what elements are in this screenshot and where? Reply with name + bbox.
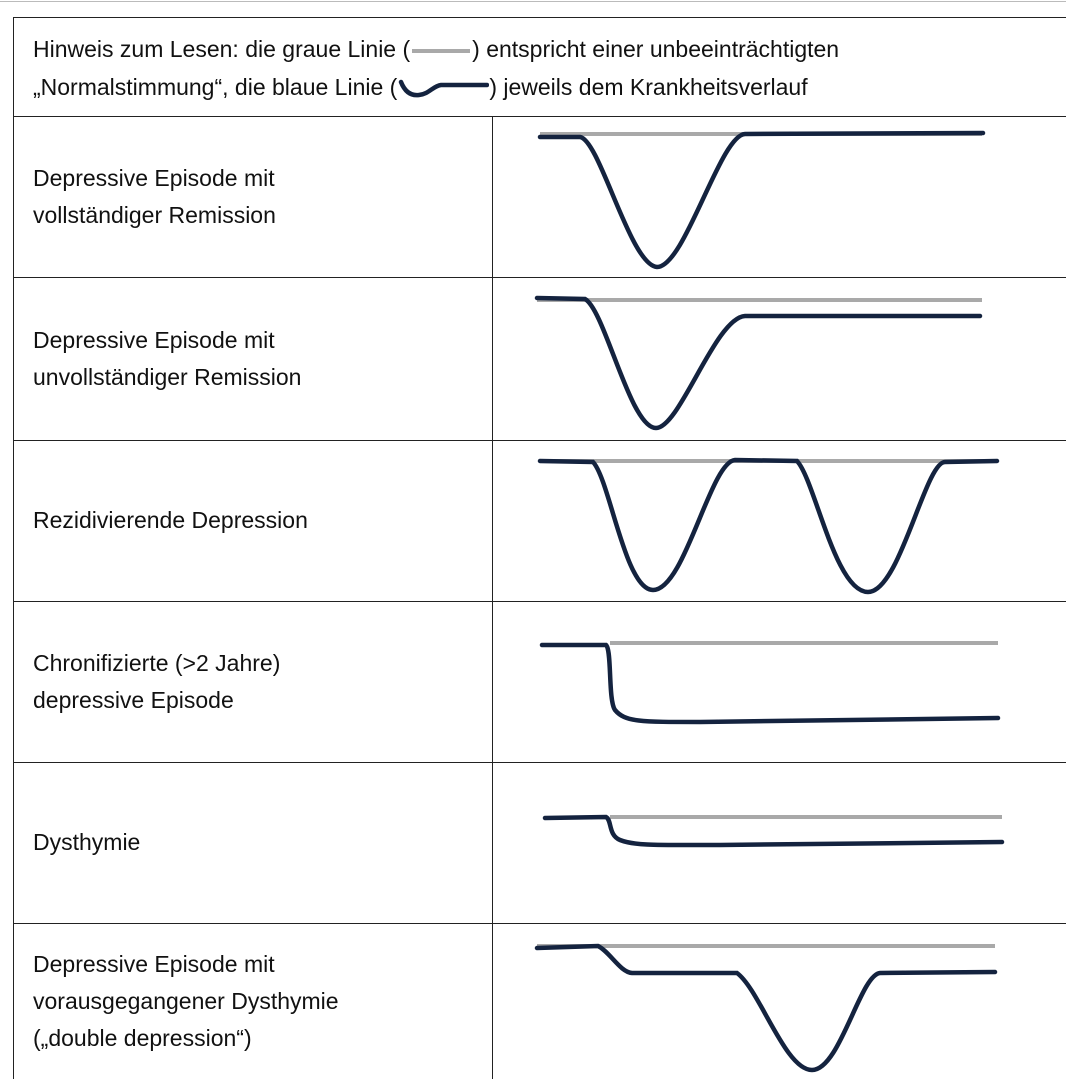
course-line [537,457,1000,595]
course-line [537,130,986,270]
row-border [13,440,1066,441]
row-label: Chronifizierte (>2 Jahre) depressive Epis… [33,601,280,762]
note-line: „Normalstimmung“, die blaue Linie ( ) jew… [33,72,808,102]
row-label-line: Depressive Episode mit [33,950,275,977]
row-label: Depressive Episode mit vorausgegangener D… [33,923,339,1079]
row-border [13,277,1066,278]
note-text: Hinweis zum Lesen: die graue Linie ( [33,36,411,62]
row-label-line: vollständiger Remission [33,201,276,228]
row-border [13,762,1066,763]
row-label: Dysthymie [33,762,140,923]
row-border [13,116,1066,117]
table-border [13,17,1066,18]
row-border [13,923,1066,924]
row-label-line: Depressive Episode mit [33,164,275,191]
row-label-line: depressive Episode [33,686,234,713]
row-label: Depressive Episode mit unvollständiger Re… [33,277,301,440]
note-text: ) entspricht einer unbeeinträchtigten [472,36,840,62]
course-line [539,642,1001,725]
note-line: Hinweis zum Lesen: die graue Linie ( ) en… [33,34,839,64]
gray-line-icon [412,48,471,53]
row-label-line: Chronifizierte (>2 Jahre) [33,649,281,676]
row-label-line: Rezidivierende Depression [33,507,308,533]
row-label: Rezidivierende Depression [33,440,308,601]
note-text: ) jeweils dem Krankheitsverlauf [489,74,808,100]
note-text: „Normalstimmung“, die blaue Linie ( [33,74,398,100]
row-label-line: vorausgegangener Dysthymie [33,987,339,1014]
course-line [542,814,1005,848]
row-label-line: Depressive Episode mit [33,326,275,353]
column-border [492,116,493,1079]
row-label: Depressive Episode mit vollständiger Remi… [33,116,276,277]
row-label-line: („double depression“) [33,1024,252,1051]
row-label-line: unvollständiger Remission [33,363,302,390]
course-line [534,295,983,431]
row-label-line: Dysthymie [33,829,141,855]
table-border [13,17,14,1079]
top-rule [0,1,1066,2]
row-border [13,601,1066,602]
blue-line-icon [399,79,490,98]
course-line [534,943,998,1073]
